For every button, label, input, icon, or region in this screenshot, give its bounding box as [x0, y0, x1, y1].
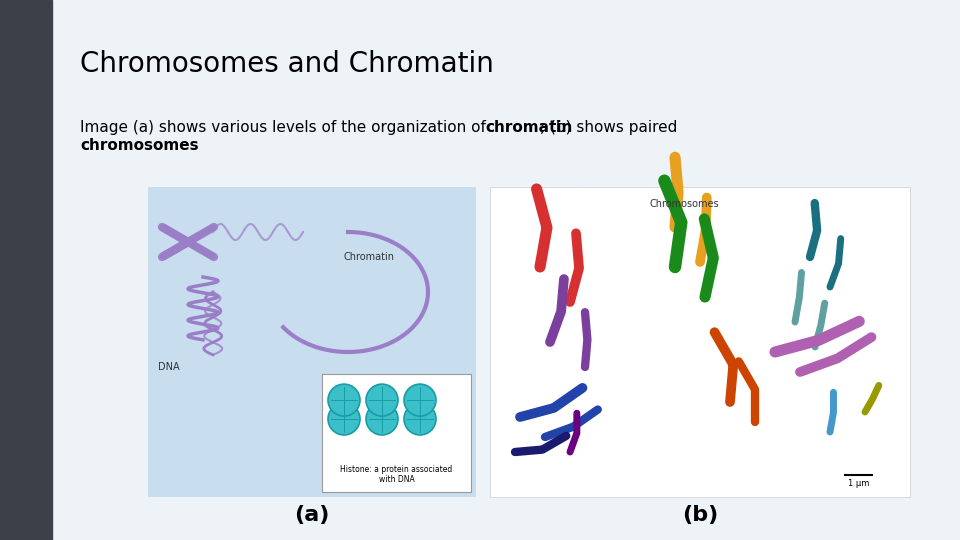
- Text: Chromosomes and Chromatin: Chromosomes and Chromatin: [80, 50, 493, 78]
- Bar: [322, 374, 471, 492]
- Text: chromosomes: chromosomes: [80, 138, 199, 153]
- Text: (a): (a): [295, 505, 329, 525]
- Text: Histone: a protein associated
with DNA: Histone: a protein associated with DNA: [341, 464, 452, 484]
- Text: Image (a) shows various levels of the organization of: Image (a) shows various levels of the or…: [80, 120, 491, 135]
- Circle shape: [366, 403, 398, 435]
- Text: ; (b) shows paired: ; (b) shows paired: [540, 120, 678, 135]
- Text: Chromatin: Chromatin: [343, 252, 394, 262]
- Bar: [0, 0, 52, 540]
- Text: DNA: DNA: [158, 362, 180, 372]
- Text: (b): (b): [682, 505, 718, 525]
- Text: chromatin: chromatin: [485, 120, 572, 135]
- Circle shape: [366, 384, 398, 416]
- Text: Chromosomes: Chromosomes: [650, 199, 720, 209]
- Circle shape: [328, 403, 360, 435]
- Circle shape: [404, 403, 436, 435]
- Bar: [148, 187, 476, 497]
- Text: .: .: [155, 138, 160, 153]
- Circle shape: [404, 384, 436, 416]
- Bar: [490, 187, 910, 497]
- Text: 1 μm: 1 μm: [848, 479, 869, 488]
- Circle shape: [328, 384, 360, 416]
